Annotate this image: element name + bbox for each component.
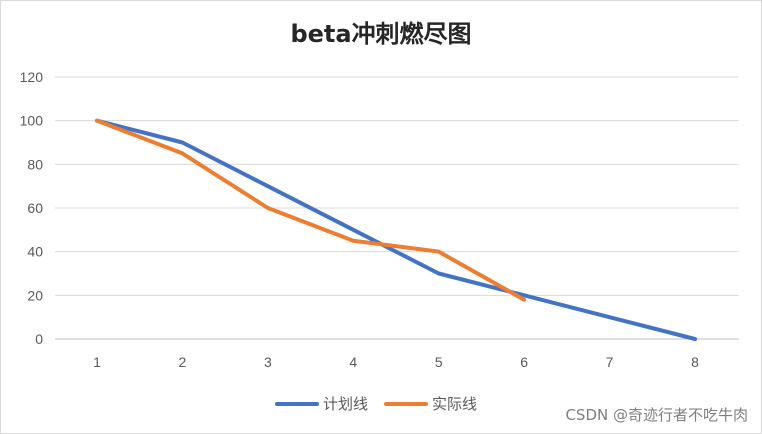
x-tick-6: 6 [520,354,528,370]
series-line-1 [95,118,697,341]
y-tick-100: 100 [20,113,44,129]
x-tick-labels: 1 2 3 4 5 6 7 8 [93,354,699,370]
series-lines [95,118,697,341]
x-tick-7: 7 [606,354,614,370]
x-tick-1: 1 [93,354,101,370]
x-tick-5: 5 [435,354,443,370]
y-tick-40: 40 [27,244,43,260]
x-tick-8: 8 [691,354,699,370]
x-tick-4: 4 [349,354,357,370]
y-tick-80: 80 [27,156,43,172]
y-tick-20: 20 [27,287,43,303]
chart-title: beta冲刺燃尽图 [290,20,471,48]
legend-label-1: 计划线 [323,395,368,413]
watermark-text: CSDN @奇迹行者不吃牛肉 [565,406,748,424]
y-tick-120: 120 [20,69,44,85]
x-tick-2: 2 [179,354,187,370]
gridlines [55,76,739,340]
x-tick-3: 3 [264,354,272,370]
legend: 计划线 实际线 [275,395,477,413]
legend-label-2: 实际线 [432,395,477,413]
y-tick-0: 0 [35,331,43,347]
series-line-2 [95,118,527,302]
y-tick-60: 60 [27,200,43,216]
y-tick-labels: 0 20 40 60 80 100 120 [20,69,44,347]
